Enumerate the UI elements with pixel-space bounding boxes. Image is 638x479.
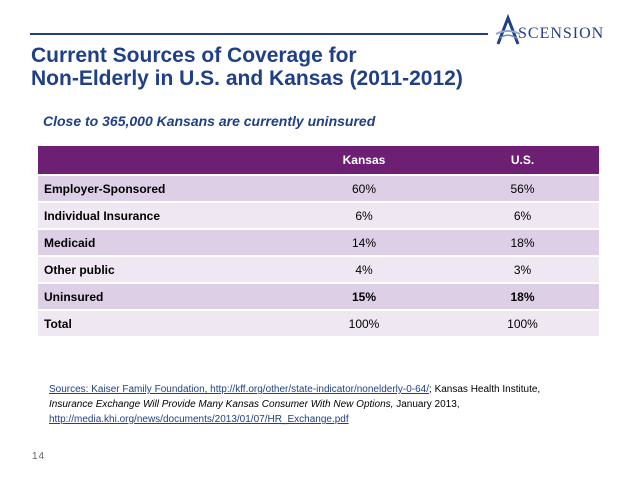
- row-label: Employer-Sponsored: [38, 174, 282, 202]
- header-kansas: Kansas: [282, 146, 446, 175]
- coverage-table: Kansas U.S. Employer-Sponsored 60% 56% I…: [38, 146, 599, 336]
- table-row: Employer-Sponsored 60% 56%: [38, 174, 599, 202]
- kansas-value: 6%: [282, 201, 446, 229]
- kansas-value: 14%: [282, 228, 446, 256]
- ascension-logo: SCENSION: [494, 14, 632, 48]
- row-label: Medicaid: [38, 228, 282, 256]
- title-rule: [30, 33, 488, 35]
- kff-source-link[interactable]: Sources: Kaiser Family Foundation, http:…: [49, 384, 430, 395]
- sources-text: ; Kansas Health Institute,: [429, 384, 541, 395]
- header-blank: [38, 146, 282, 175]
- khi-source-link[interactable]: http://media.khi.org/news/documents/2013…: [49, 414, 349, 425]
- page-title: Current Sources of Coverage for Non-Elde…: [31, 44, 551, 90]
- page-number: 14: [32, 451, 46, 462]
- kansas-value: 15%: [282, 282, 446, 310]
- page-title-line-1: Current Sources of Coverage for: [31, 44, 357, 67]
- svg-text:SCENSION: SCENSION: [518, 25, 604, 42]
- us-value: 100%: [446, 309, 599, 336]
- page-title-line-2: Non-Elderly in U.S. and Kansas (2011-201…: [31, 67, 463, 90]
- kansas-value: 100%: [282, 309, 446, 336]
- khi-report-title: Insurance Exchange Will Provide Many Kan…: [49, 399, 394, 410]
- row-label: Total: [38, 309, 282, 336]
- us-value: 18%: [446, 282, 599, 310]
- us-value: 3%: [446, 255, 599, 283]
- subtitle: Close to 365,000 Kansans are currently u…: [43, 113, 376, 129]
- table-row: Other public 4% 3%: [38, 255, 599, 283]
- row-label: Uninsured: [38, 282, 282, 310]
- us-value: 18%: [446, 228, 599, 256]
- kansas-value: 4%: [282, 255, 446, 283]
- table-row: Total 100% 100%: [38, 309, 599, 336]
- header-us: U.S.: [446, 146, 599, 175]
- us-value: 56%: [446, 174, 599, 202]
- table-header-row: Kansas U.S.: [38, 146, 599, 175]
- kansas-value: 60%: [282, 174, 446, 202]
- ascension-logo-icon: SCENSION: [495, 14, 604, 45]
- table-row: Medicaid 14% 18%: [38, 228, 599, 256]
- table-row: Uninsured 15% 18%: [38, 282, 599, 310]
- sources-note: Sources: Kaiser Family Foundation, http:…: [49, 382, 609, 427]
- table-row: Individual Insurance 6% 6%: [38, 201, 599, 229]
- row-label: Individual Insurance: [38, 201, 282, 229]
- us-value: 6%: [446, 201, 599, 229]
- row-label: Other public: [38, 255, 282, 283]
- sources-date: January 2013,: [393, 399, 460, 410]
